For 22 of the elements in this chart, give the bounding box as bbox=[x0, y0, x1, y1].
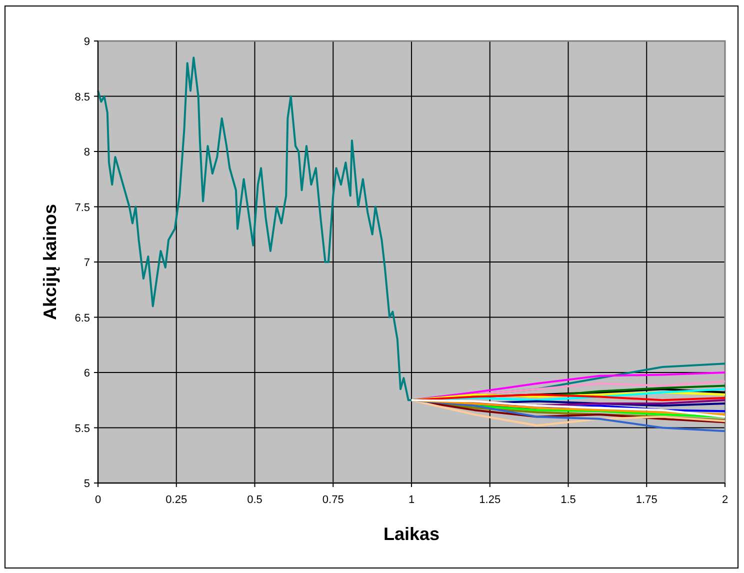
x-tick-label: 0.75 bbox=[322, 494, 344, 506]
line-series bbox=[410, 399, 726, 432]
y-tick-label: 5.5 bbox=[74, 422, 90, 435]
y-axis-title: Akcijų kainos bbox=[40, 204, 60, 320]
x-tick-label: 1 bbox=[408, 494, 415, 506]
x-tick-label: 0.5 bbox=[247, 494, 262, 506]
y-tick-label: 5 bbox=[84, 478, 90, 490]
y-tick-label: 8 bbox=[84, 146, 90, 158]
y-tick-label: 8.5 bbox=[74, 91, 90, 104]
y-tick-label: 9 bbox=[84, 36, 90, 48]
x-tick-label: 0 bbox=[94, 494, 102, 506]
y-tick-label: 6 bbox=[84, 368, 90, 380]
y-tick-label: 7.5 bbox=[74, 202, 90, 214]
x-tick-label: 1.75 bbox=[636, 494, 658, 506]
x-tick-label: 1.25 bbox=[479, 494, 501, 506]
x-tick-label: 0.25 bbox=[166, 494, 188, 506]
y-tick-label: 7 bbox=[84, 257, 90, 269]
x-tick-label: 2 bbox=[722, 494, 728, 506]
y-tick-label: 6.5 bbox=[74, 312, 90, 324]
x-axis-title: Laikas bbox=[383, 524, 440, 544]
line-series bbox=[97, 56, 726, 402]
x-tick-label: 1.5 bbox=[560, 494, 576, 506]
